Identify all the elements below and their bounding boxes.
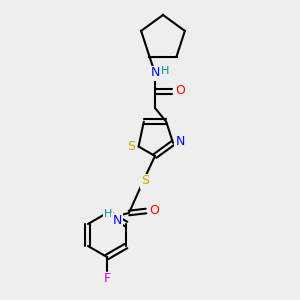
Text: S: S (128, 140, 136, 153)
Text: H: H (104, 209, 112, 219)
Text: N: N (150, 67, 160, 80)
Text: N: N (176, 135, 185, 148)
Text: O: O (175, 85, 185, 98)
Text: N: N (112, 214, 122, 226)
Text: F: F (103, 272, 111, 286)
Text: S: S (141, 175, 149, 188)
Text: O: O (149, 205, 159, 218)
Text: H: H (161, 66, 169, 76)
